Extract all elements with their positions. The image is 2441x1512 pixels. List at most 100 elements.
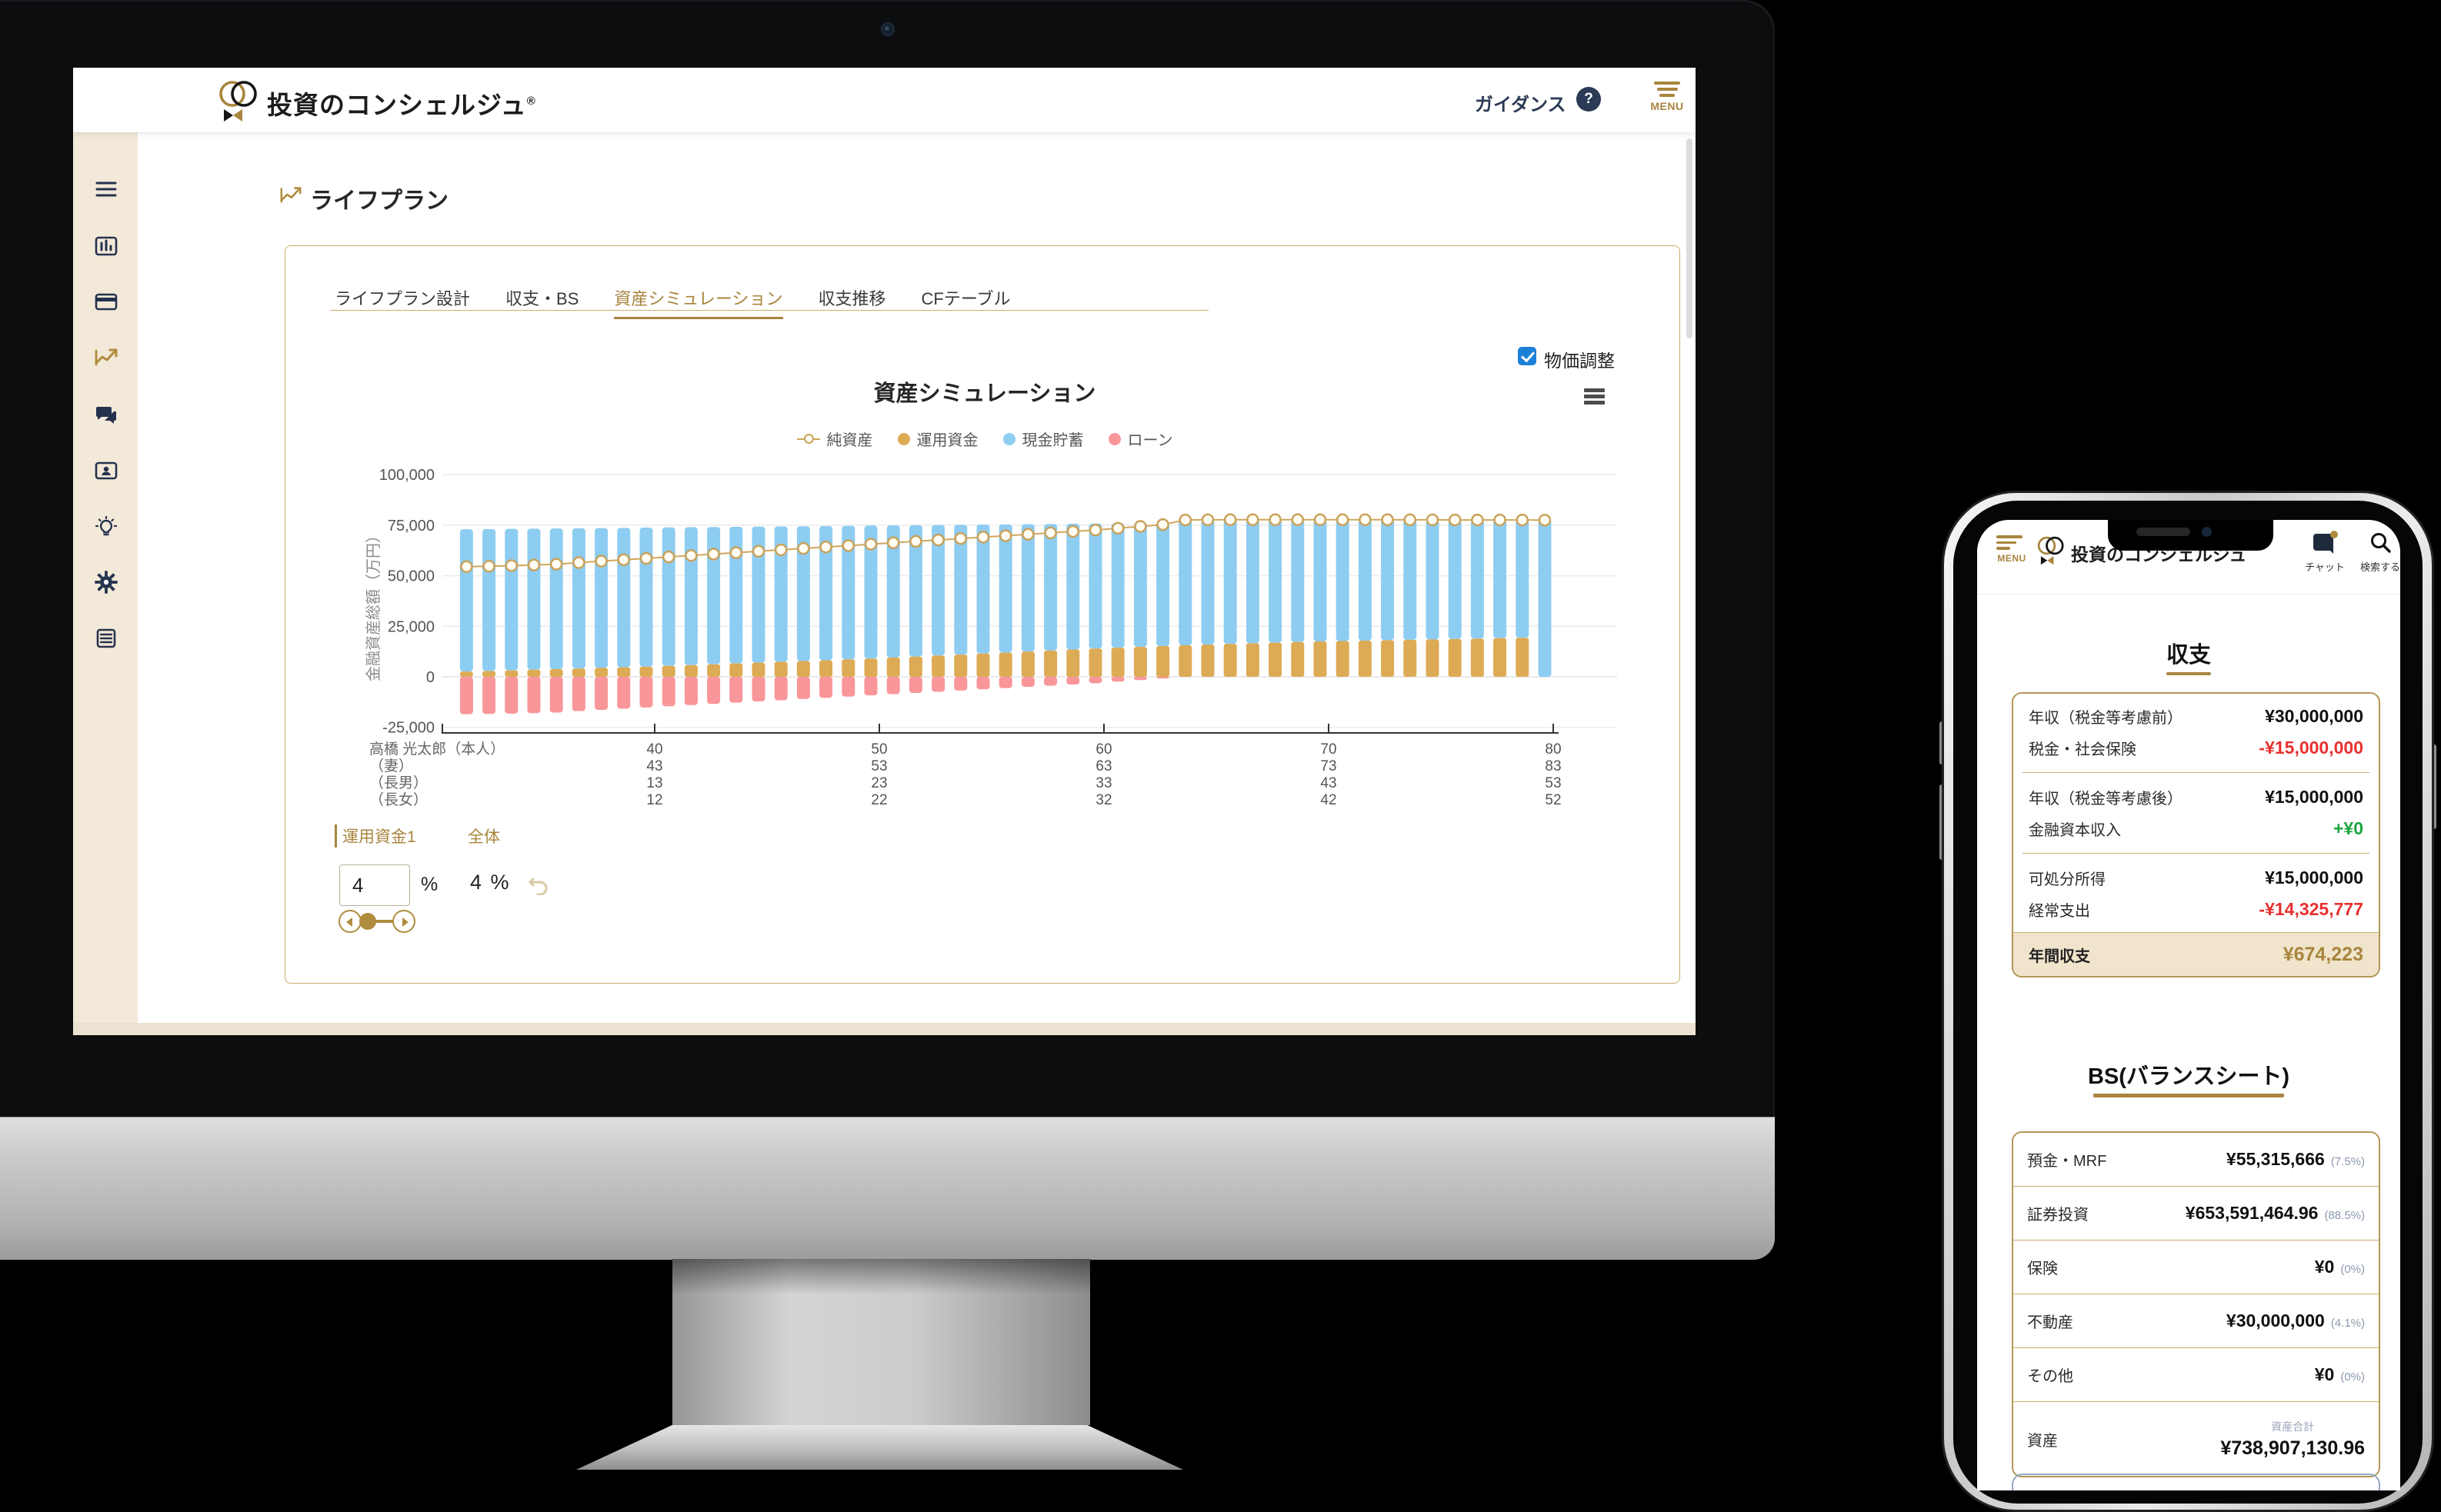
income-group: 年収（税金等考慮後） ¥15,000,000 金融資本収入 +¥0 [2013,774,2379,851]
svg-text:53: 53 [871,758,887,774]
legend-item[interactable]: ローン [1108,428,1173,450]
tab-3[interactable]: 収支推移 [818,289,886,308]
income-row-label: 年収（税金等考慮後） [2029,791,2183,808]
phone-menu-icon [1996,535,2027,550]
phone-brand-logo-icon [2037,536,2064,565]
income-group: 年収（税金等考慮前） ¥30,000,000 税金・社会保険 -¥15,000,000 [2013,694,2379,771]
sidebar-id-card-icon[interactable] [94,458,118,483]
sidebar-gear-icon[interactable] [94,570,118,594]
svg-text:（長女）: （長女） [369,791,428,808]
svg-text:60: 60 [1095,741,1112,758]
phone-notch [2108,520,2273,551]
svg-text:40: 40 [646,741,662,758]
income-row-label: 金融資本収入 [2029,822,2121,839]
bs-total-label: 資産 [2027,1432,2058,1450]
bs-row-value: ¥0 (0%) [2314,1257,2365,1277]
chat-icon [2313,531,2338,554]
monitor-stand-base [576,1425,1183,1470]
legend-label: ローン [1127,432,1173,449]
svg-text:80: 80 [1545,741,1561,758]
income-total-value: ¥674,223 [2283,943,2363,965]
sidebar-menu-icon[interactable] [94,177,118,201]
sidebar-credit-card-icon[interactable] [94,289,118,314]
income-row-label: 年収（税金等考慮前） [2029,710,2183,727]
slider-increment-button[interactable] [392,910,415,933]
help-icon[interactable]: ? [1576,87,1601,112]
income-row: 年収（税金等考慮後） ¥15,000,000 [2029,781,2363,813]
slider-decrement-button[interactable] [338,910,362,933]
tab-2[interactable]: 資産シミュレーション [614,285,783,319]
bs-row-value: ¥653,591,464.96 (88.5%) [2185,1203,2365,1223]
svg-text:70: 70 [1320,741,1336,758]
svg-text:32: 32 [1095,792,1112,808]
bs-title-underline [2093,1094,2284,1097]
brand-name: 投資のコンシェルジュ® [267,91,536,119]
menu-button[interactable]: MENU [1650,78,1684,112]
income-row-value: ¥30,000,000 [2265,706,2363,726]
bs-row-percent: (7.5%) [2330,1155,2365,1168]
bs-row: 預金・MRF ¥55,315,666 (7.5%) [2013,1133,2379,1187]
income-row: 金融資本収入 +¥0 [2029,813,2363,844]
sidebar-line-chart-icon[interactable] [94,345,118,369]
bs-row-label: その他 [2027,1368,2073,1385]
slider-track[interactable] [370,920,405,923]
sidebar-lightbulb-icon[interactable] [94,515,118,540]
legend-label: 現金貯蓄 [1022,432,1084,449]
sidebar-document-icon[interactable] [94,626,118,651]
income-card: 年収（税金等考慮前） ¥30,000,000 税金・社会保険 -¥15,000,000… [2012,692,2380,977]
svg-text:25,000: 25,000 [388,618,435,635]
sidebar-chat-icon[interactable] [94,402,118,427]
bs-total-sublabel: 資産合計 [2271,1420,2315,1433]
price-adjust-checkbox[interactable] [1518,347,1536,365]
tab-4[interactable]: CFテーブル [921,289,1011,308]
sidebar-bar-chart-icon[interactable] [94,234,118,258]
chart-legend: 純資産 運用資金 現金貯蓄 ローン [442,428,1527,450]
slider-thumb[interactable] [359,913,376,930]
phone-chat-button[interactable]: チャット [2303,531,2346,574]
svg-text:高橋 光太郎（本人）: 高橋 光太郎（本人） [369,741,505,758]
desktop-screen: 投資のコンシェルジュ® ガイダンス ? MENU [73,68,1696,1035]
income-section-title: 収支 [2166,643,2211,668]
legend-item[interactable]: 現金貯蓄 [1002,428,1084,450]
svg-text:73: 73 [1320,758,1336,774]
overall-label[interactable]: 全体 [468,828,500,846]
legend-item[interactable]: 運用資金 [897,428,979,450]
price-adjust-label: 物価調整 [1544,351,1615,371]
income-row-value: +¥0 [2333,818,2363,838]
bs-row-label: 保険 [2027,1261,2058,1277]
bs-total-row: 資産 資産合計 ¥738,907,130.96 [2013,1402,2379,1476]
guidance-link[interactable]: ガイダンス [1475,95,1566,115]
legend-item[interactable]: 純資産 [796,428,873,450]
undo-icon[interactable] [527,872,550,895]
income-row-value: -¥15,000,000 [2259,738,2363,758]
monitor-chin [0,1117,1775,1260]
bs-total-value: ¥738,907,130.96 [2220,1437,2365,1459]
bs-row: その他 ¥0 (0%) [2013,1348,2379,1402]
svg-text:33: 33 [1095,775,1112,791]
fund1-rate-input[interactable] [339,864,410,906]
income-total-row: 年間収支 ¥674,223 [2013,932,2379,976]
income-row-label: 税金・社会保険 [2029,741,2136,758]
phone-menu-button[interactable]: MENU [1996,532,2027,564]
income-row-value: -¥14,325,777 [2259,899,2363,919]
scrollbar-thumb[interactable] [1686,138,1692,338]
legend-dot-marker [1108,432,1121,445]
bs-row: 不動産 ¥30,000,000 (4.1%) [2013,1294,2379,1348]
svg-text:100,000: 100,000 [379,467,435,484]
bs-row-value: ¥30,000,000 (4.1%) [2226,1311,2365,1330]
phone-search-button[interactable]: 検索する [2359,531,2400,574]
tab-bar: ライフプラン設計 収支・BS 資産シミュレーション 収支推移 CFテーブル [330,285,1209,319]
income-row-value: ¥15,000,000 [2265,868,2363,888]
svg-text:（妻）: （妻） [369,758,413,774]
bs-card: 預金・MRF ¥55,315,666 (7.5%) 証券投資 ¥653,591,464.… [2012,1131,2380,1477]
overall-rate-value: 4 % [470,871,511,894]
svg-text:83: 83 [1545,758,1561,774]
chart-context-menu-icon[interactable] [1584,388,1605,407]
svg-text:43: 43 [1320,775,1336,791]
tab-0[interactable]: ライフプラン設計 [335,289,471,308]
brand-logo-icon [219,81,257,122]
income-row: 可処分所得 ¥15,000,000 [2029,862,2363,894]
svg-text:12: 12 [646,792,662,808]
tab-1[interactable]: 収支・BS [505,289,579,308]
fund1-label[interactable]: 運用資金1 [335,824,416,848]
